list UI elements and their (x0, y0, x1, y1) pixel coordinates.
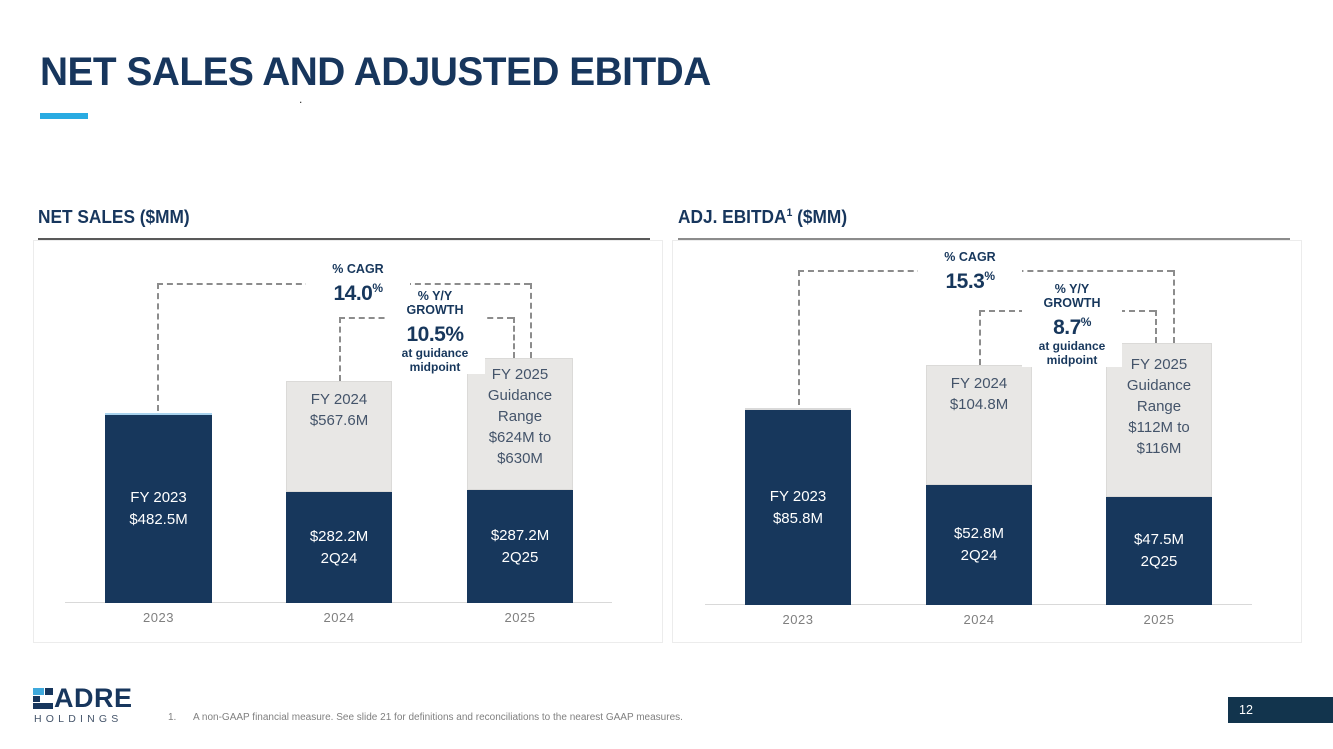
bar-2024-ytd-net-sales: $282.2M 2Q24 (286, 492, 392, 603)
footnote-text: A non-GAAP financial measure. See slide … (193, 712, 683, 723)
page-number-badge: 12 (1228, 697, 1333, 723)
bar-2023-net-sales: FY 2023 $482.5M (105, 413, 212, 603)
logo-subtitle: HOLDINGS (34, 713, 123, 725)
bar-2025-guidance-adj-ebitda: FY 2025 Guidance Range $112M to $116M (1106, 343, 1212, 497)
yy-growth-annotation: % Y/Y GROWTH 8.7% at guidance midpoint (1022, 282, 1122, 367)
x-tick-2023: 2023 (782, 612, 814, 627)
net-sales-header-rule (38, 238, 650, 240)
bar-2024-full-year-adj-ebitda: FY 2024 $104.8M (926, 365, 1032, 485)
page-title: NET SALES AND ADJUSTED EBITDA (40, 50, 711, 94)
net-sales-chart-title: NET SALES ($MM) (38, 207, 190, 227)
stray-dot: . (299, 92, 303, 106)
yy-growth-annotation: % Y/Y GROWTH 10.5% at guidance midpoint (385, 289, 485, 374)
cadre-logo: ADRE (33, 683, 133, 713)
yy-bracket-right-drop (1155, 310, 1157, 343)
bar-2024-full-year-net-sales: FY 2024 $567.6M (286, 381, 392, 492)
yy-bracket-left-drop (339, 317, 341, 381)
cadre-c-icon (33, 688, 53, 709)
footnote-index: 1. (168, 712, 177, 723)
logo-wordmark: ADRE (54, 683, 133, 713)
cagr-annotation: % CAGR 14.0% (306, 262, 410, 306)
cagr-bracket-left-drop (157, 283, 159, 411)
bar-2023-adj-ebitda: FY 2023 $85.8M (745, 408, 851, 605)
x-tick-2024: 2024 (963, 612, 995, 627)
adj-ebitda-header-rule (678, 238, 1290, 240)
cagr-annotation: % CAGR 15.3% (918, 250, 1022, 294)
cagr-bracket-right-drop (530, 283, 532, 358)
yy-bracket-right-drop (513, 317, 515, 358)
accent-dash (40, 113, 88, 119)
x-tick-2025: 2025 (1143, 612, 1175, 627)
x-tick-2025: 2025 (504, 610, 536, 625)
adj-ebitda-chart-title: ADJ. EBITDA1 ($MM) (678, 207, 848, 227)
x-tick-2024: 2024 (323, 610, 355, 625)
bar-2024-ytd-adj-ebitda: $52.8M 2Q24 (926, 485, 1032, 605)
x-tick-2023: 2023 (143, 610, 174, 625)
yy-bracket-left-drop (979, 310, 981, 365)
cagr-bracket-left-drop (798, 270, 800, 405)
page-number: 12 (1239, 703, 1253, 717)
bar-2025-ytd-adj-ebitda: $47.5M 2Q25 (1106, 497, 1212, 605)
bar-2025-guidance-net-sales: FY 2025 Guidance Range $624M to $630M (467, 358, 573, 490)
bar-2025-ytd-net-sales: $287.2M 2Q25 (467, 490, 573, 603)
cagr-bracket-right-drop (1173, 270, 1175, 343)
